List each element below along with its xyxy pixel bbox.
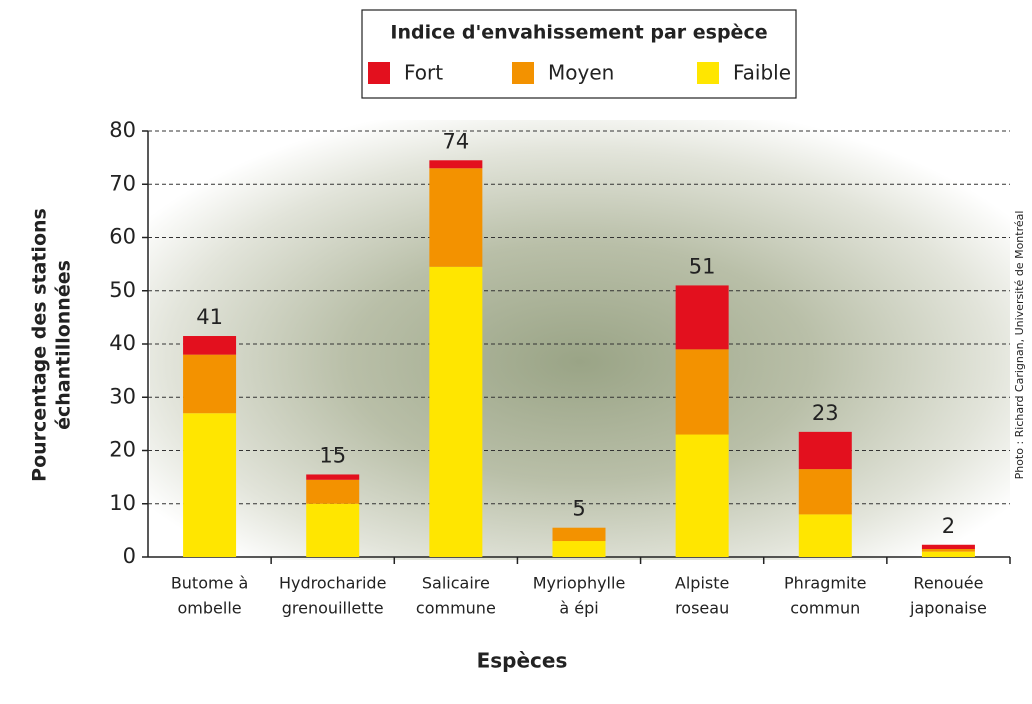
total-label: 23 — [812, 401, 839, 425]
x-tick-label: Butome à — [171, 574, 249, 593]
bar-segment — [429, 160, 482, 168]
bar-segment — [306, 480, 359, 504]
y-tick-label: 70 — [109, 171, 136, 195]
bar-segment — [429, 168, 482, 267]
background-photo — [150, 120, 1010, 560]
y-tick-label: 80 — [109, 118, 136, 142]
legend-label: Faible — [733, 61, 791, 85]
bar-segment — [553, 528, 606, 541]
y-tick-label: 40 — [109, 331, 136, 355]
bar-segment — [553, 541, 606, 557]
bar-segment — [429, 267, 482, 557]
chart: Indice d'envahissement par espèce Espèce… — [0, 0, 1032, 700]
x-tick-label: Hydrocharide — [279, 574, 386, 593]
x-tick-label: grenouillette — [282, 599, 384, 618]
bar-segment — [676, 349, 729, 434]
bar-segment — [183, 355, 236, 414]
bar-segment — [922, 552, 975, 557]
y-tick-label: 30 — [109, 384, 136, 408]
bar-segment — [799, 432, 852, 469]
x-axis-title: Espèces — [477, 649, 568, 673]
legend-swatch — [512, 62, 534, 84]
total-label: 51 — [689, 254, 716, 278]
legend-label: Moyen — [548, 61, 614, 85]
y-tick-label: 60 — [109, 225, 136, 249]
bar-segment — [183, 336, 236, 355]
y-axis-title: échantillonnées — [53, 260, 75, 430]
y-tick-label: 10 — [109, 491, 136, 515]
x-tick-label: Alpiste — [675, 574, 729, 593]
total-label: 41 — [196, 305, 223, 329]
bar-segment — [676, 435, 729, 557]
bar-segment — [306, 504, 359, 557]
bar-segment — [922, 545, 975, 549]
x-tick-label: commun — [790, 599, 860, 618]
y-tick-label: 20 — [109, 438, 136, 462]
bar-segment — [306, 474, 359, 479]
y-tick-label: 0 — [123, 544, 136, 568]
x-tick-label: Salicaire — [422, 574, 490, 593]
legend-swatch — [368, 62, 390, 84]
photo-credit: Photo : Richard Carignan, Université de … — [1013, 211, 1026, 480]
x-tick-label: à épi — [559, 599, 598, 618]
legend-title: Indice d'envahissement par espèce — [390, 22, 767, 44]
bar-segment — [183, 413, 236, 557]
total-label: 5 — [572, 497, 585, 521]
x-tick-label: roseau — [675, 599, 729, 618]
x-tick-label: Phragmite — [784, 574, 866, 593]
total-label: 2 — [942, 514, 955, 538]
legend-swatch — [697, 62, 719, 84]
x-tick-label: commune — [416, 599, 496, 618]
total-label: 74 — [442, 129, 469, 153]
total-label: 15 — [319, 443, 346, 467]
bar-segment — [799, 514, 852, 557]
bar-segment — [922, 549, 975, 552]
bar-segment — [676, 285, 729, 349]
x-tick-label: Renouée — [913, 574, 983, 593]
legend-label: Fort — [404, 61, 443, 85]
y-tick-label: 50 — [109, 278, 136, 302]
y-axis-title: Pourcentage des stations — [29, 208, 51, 482]
x-tick-label: japonaise — [909, 599, 987, 618]
bar-segment — [799, 469, 852, 514]
x-tick-label: Myriophylle — [533, 574, 626, 593]
x-tick-label: ombelle — [178, 599, 242, 618]
